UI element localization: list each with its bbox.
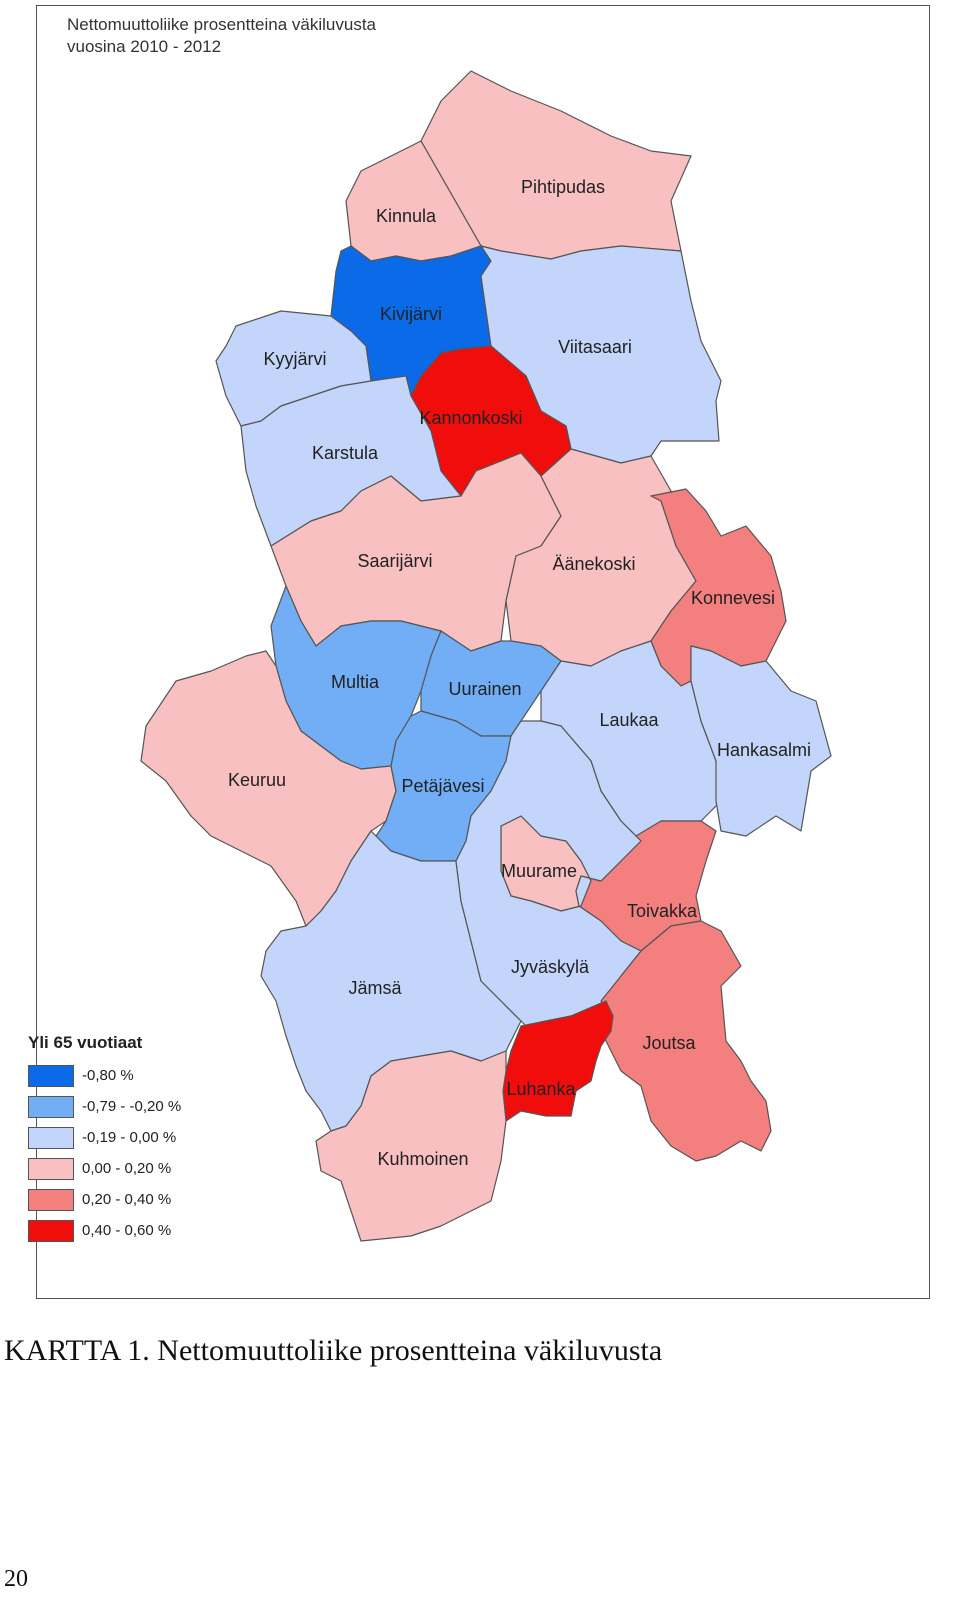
- municipality-label-luhanka: Luhanka: [506, 1079, 576, 1099]
- municipality-label-kyyjarvi: Kyyjärvi: [263, 349, 326, 369]
- legend-label: -0,80 %: [82, 1067, 134, 1084]
- figure-caption: KARTTA 1. Nettomuuttoliike prosentteina …: [4, 1334, 663, 1367]
- municipality-label-aanekoski: Äänekoski: [552, 554, 635, 574]
- municipality-labels: Pihtipudas Kinnula Kivijärvi Kyyjärvi Viitas…: [228, 177, 811, 1169]
- municipality-label-jyvaskyla: Jyväskylä: [511, 957, 590, 977]
- legend-rows: -0,80 % -0,79 - -0,20 % -0,19 - 0,00 % 0,00…: [28, 1060, 181, 1246]
- legend-label: 0,40 - 0,60 %: [82, 1222, 172, 1239]
- municipality-label-pihtipudas: Pihtipudas: [521, 177, 605, 197]
- municipality-label-kannonkoski: Kannonkoski: [419, 408, 522, 428]
- municipality-label-kivijarvi: Kivijärvi: [380, 304, 442, 324]
- municipality-label-kinnula: Kinnula: [376, 206, 437, 226]
- choropleth-map: Pihtipudas Kinnula Kivijärvi Kyyjärvi Viitas…: [140, 70, 832, 1242]
- municipality-label-viitasaari: Viitasaari: [558, 337, 632, 357]
- municipality-label-hankasalmi: Hankasalmi: [717, 740, 811, 760]
- map-frame: Pihtipudas Kinnula Kivijärvi Kyyjärvi Viitas…: [36, 5, 930, 1299]
- legend-item: -0,80 %: [28, 1060, 181, 1091]
- municipality-label-saarijarvi: Saarijärvi: [357, 551, 432, 571]
- legend-swatch: [28, 1219, 74, 1242]
- municipality-label-joutsa: Joutsa: [642, 1033, 696, 1053]
- municipality-label-muurame: Muurame: [501, 861, 577, 881]
- municipality-kuhmoinen: [315, 1050, 507, 1242]
- legend-swatch: [28, 1188, 74, 1211]
- municipality-label-keuruu: Keuruu: [228, 770, 286, 790]
- legend-swatch: [28, 1126, 74, 1149]
- map-legend: Yli 65 vuotiaat -0,80 % -0,79 - -0,20 % -0…: [28, 1033, 181, 1246]
- municipality-label-uurainen: Uurainen: [448, 679, 521, 699]
- municipality-jyvaskyla: [455, 720, 642, 1027]
- legend-label: -0,19 - 0,00 %: [82, 1129, 177, 1146]
- page-number: 20: [4, 1566, 28, 1592]
- map-title-line-1: Nettomuuttoliike prosentteina väkiluvust…: [67, 15, 376, 34]
- municipality-joutsa: [600, 920, 772, 1162]
- municipality-label-jamsa: Jämsä: [348, 978, 402, 998]
- legend-item: -0,79 - -0,20 %: [28, 1091, 181, 1122]
- legend-item: 0,40 - 0,60 %: [28, 1215, 181, 1246]
- municipality-jamsa: [260, 830, 522, 1132]
- legend-item: 0,00 - 0,20 %: [28, 1153, 181, 1184]
- map-title: Nettomuuttoliike prosentteina väkiluvust…: [67, 14, 376, 58]
- legend-swatch: [28, 1157, 74, 1180]
- legend-label: -0,79 - -0,20 %: [82, 1098, 182, 1115]
- municipality-label-petajavesi: Petäjävesi: [401, 776, 484, 796]
- municipality-label-laukaa: Laukaa: [599, 710, 659, 730]
- municipality-label-toivakka: Toivakka: [627, 901, 698, 921]
- municipality-label-karstula: Karstula: [312, 443, 379, 463]
- legend-swatch: [28, 1095, 74, 1118]
- municipality-label-konnevesi: Konnevesi: [691, 588, 775, 608]
- municipality-label-multia: Multia: [331, 672, 380, 692]
- municipality-layer: [140, 70, 832, 1242]
- legend-label: 0,00 - 0,20 %: [82, 1160, 172, 1177]
- map-title-line-2: vuosina 2010 - 2012: [67, 37, 222, 56]
- legend-title: Yli 65 vuotiaat: [28, 1033, 143, 1052]
- legend-item: -0,19 - 0,00 %: [28, 1122, 181, 1153]
- municipality-label-kuhmoinen: Kuhmoinen: [377, 1149, 468, 1169]
- legend-label: 0,20 - 0,40 %: [82, 1191, 172, 1208]
- legend-item: 0,20 - 0,40 %: [28, 1184, 181, 1215]
- legend-swatch: [28, 1064, 74, 1087]
- municipality-hankasalmi: [690, 645, 832, 837]
